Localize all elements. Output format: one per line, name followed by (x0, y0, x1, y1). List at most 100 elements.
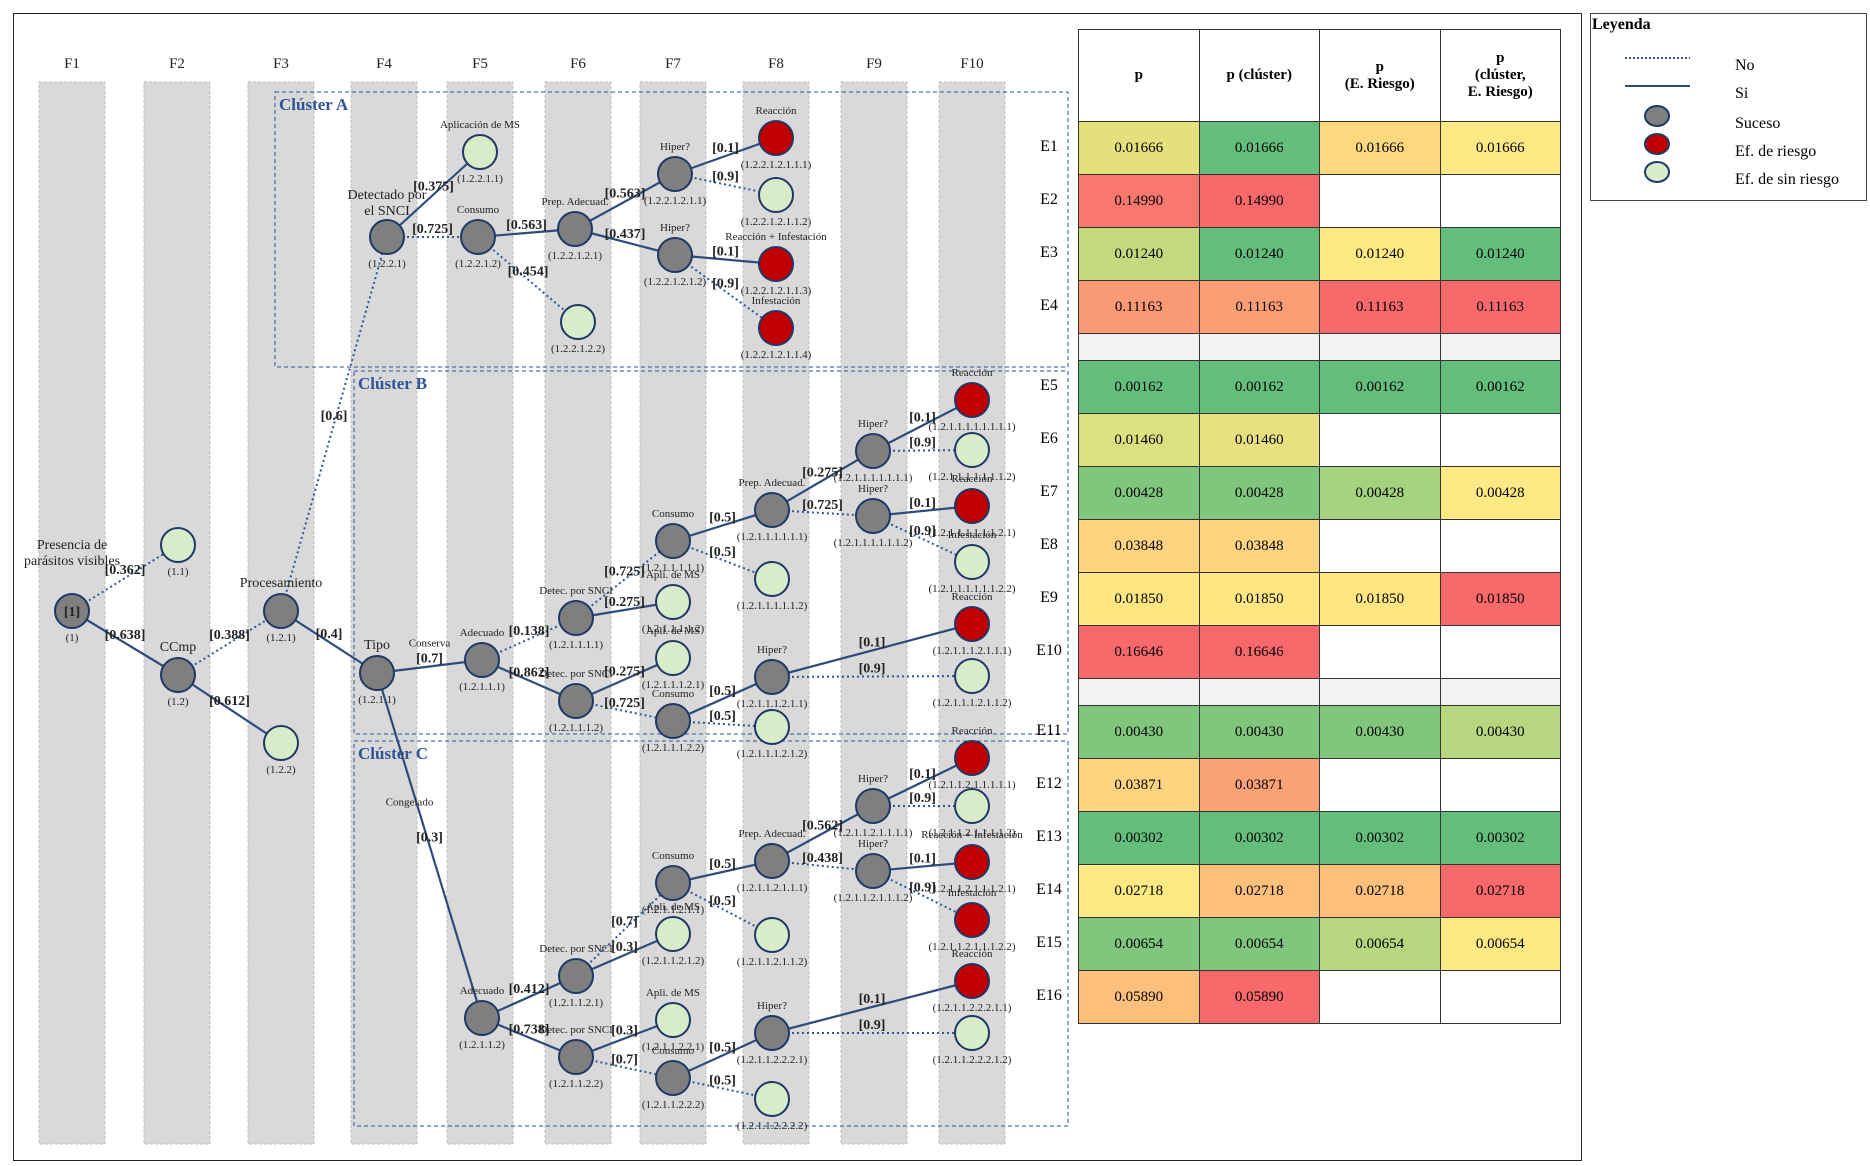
cluster-box-2 (353, 370, 1069, 735)
edge-prob-n12-n121: [0.388] (209, 628, 250, 643)
edge-prob-B4-B9: [0.5] (709, 545, 736, 560)
edge-prob-B4-B8: [0.5] (709, 511, 736, 526)
cell-e10-3 (1319, 625, 1441, 679)
node-C4 (655, 865, 691, 901)
spacer-cell (1078, 678, 1200, 706)
node-C9 (754, 917, 790, 953)
cell-e4-3: 0.11163 (1319, 280, 1441, 334)
event-label-e5: E5 (1040, 377, 1058, 394)
edge-prob-C7-C11: [0.5] (709, 1074, 736, 1089)
node-C3 (558, 1039, 594, 1075)
edge-n121-T (280, 610, 378, 674)
edge-C10-C18 (771, 979, 973, 1035)
cell-e13-1: 0.00302 (1078, 811, 1200, 865)
node-B7 (655, 703, 691, 739)
edge-C2-C4 (575, 882, 674, 977)
cell-e13-4: 0.00302 (1439, 811, 1561, 865)
cell-e7-3: 0.00428 (1319, 466, 1441, 520)
node-code-B17: (1.2.1.1.1.1.1.1.2.2) (928, 583, 1015, 595)
table-row-e15: 0.00654 0.00654 0.00654 0.00654 (1078, 917, 1561, 971)
cell-e11-2: 0.00430 (1198, 705, 1320, 759)
cell-e10-2: 0.16646 (1198, 625, 1320, 679)
edge-A3-A5 (477, 236, 579, 323)
node-code-C15: (1.2.1.1.2.1.1.1.1.2) (928, 827, 1015, 839)
node-code-A11: (1.2.2.1.2.1.1.4) (741, 349, 812, 361)
node-code-B2: (1.2.1.1.1.1) (549, 639, 603, 651)
table-row-e14: 0.02718 0.02718 0.02718 0.02718 (1078, 864, 1561, 918)
edge-prob-n121-A1: [0.6] (321, 409, 348, 424)
edge-n12-n121 (177, 610, 282, 676)
cell-e8-3 (1319, 519, 1441, 573)
node-code-B12: (1.2.1.1.1.1.1.1.1) (834, 472, 913, 484)
node-code-C8: (1.2.1.1.2.1.1.1) (737, 882, 808, 894)
event-label-e3: E3 (1040, 244, 1058, 261)
column-header-f7: F7 (665, 56, 681, 72)
event-label-e15: E15 (1036, 934, 1062, 951)
node-label-n12: CCmp (160, 640, 197, 655)
edge-prob-C12-C15: [0.9] (909, 791, 936, 806)
node-B1 (464, 642, 500, 678)
edge-prob-C2-C4: [0.7] (611, 915, 638, 930)
node-A8 (758, 120, 794, 156)
table-row-e12: 0.03871 0.03871 (1078, 758, 1561, 812)
edge-prob-C13-C17: [0.9] (909, 881, 936, 896)
cell-e3-1: 0.01240 (1078, 227, 1200, 281)
node-code-C1: (1.2.1.1.2) (459, 1039, 505, 1051)
node-label-A6: Hiper? (660, 141, 690, 153)
edge-C8-C12 (771, 805, 874, 862)
node-label-B7: Consumo (652, 688, 695, 700)
event-label-e2: E2 (1040, 191, 1058, 208)
edge-B7-B10 (672, 675, 773, 723)
node-A9 (758, 177, 794, 213)
edge-B10-B18 (771, 622, 973, 679)
edge-prob-A6-A8: [0.1] (712, 141, 739, 156)
node-C17 (954, 902, 990, 938)
node-code-B18: (1.2.1.1.1.2.1.1.1) (933, 645, 1012, 657)
edge-prob-B12-B14: [0.1] (909, 411, 936, 426)
node-A4 (557, 211, 593, 247)
cell-e15-1: 0.00654 (1078, 917, 1200, 971)
node-C16 (954, 844, 990, 880)
spacer-cell (1198, 333, 1320, 361)
cell-e12-3 (1319, 758, 1441, 812)
cell-e9-3: 0.01850 (1319, 572, 1441, 626)
column-header-f3: F3 (273, 56, 289, 72)
cell-e15-3: 0.00654 (1319, 917, 1441, 971)
table-header-4: p (clúster, E. Riesgo) (1439, 29, 1561, 122)
cell-e12-2: 0.03871 (1198, 758, 1320, 812)
node-code-C3: (1.2.1.1.2.2) (549, 1078, 603, 1090)
edge-prob-B3-B7: [0.725] (604, 696, 645, 711)
node-label-C3: Detec. por SNCI (539, 1024, 613, 1036)
cluster-label-3: Clúster C (358, 744, 428, 763)
node-code-n12: (1.2) (167, 696, 188, 708)
cell-e1-2: 0.01666 (1198, 121, 1320, 175)
node-code-C14: (1.2.1.1.2.1.1.1.1.1) (928, 779, 1015, 791)
edge-prob-B13-B16: [0.1] (909, 496, 936, 511)
edge-prob-C13-C16: [0.1] (909, 852, 936, 867)
node-B6 (655, 640, 691, 676)
cell-e4-2: 0.11163 (1198, 280, 1320, 334)
cell-e7-2: 0.00428 (1198, 466, 1320, 520)
edge-prob-C3-C7: [0.7] (611, 1053, 638, 1068)
cell-e16-3 (1319, 970, 1441, 1024)
legend-symbol-4 (1644, 161, 1670, 183)
edge-T-C1 (375, 672, 484, 1019)
cell-e6-2: 0.01460 (1198, 413, 1320, 467)
edge-prob-C10-C18: [0.1] (859, 992, 886, 1007)
node-code-A2: (1.2.2.1.1) (457, 173, 503, 185)
node-C1 (464, 1000, 500, 1036)
node-label-C17: Infestación (948, 887, 997, 899)
edge-A7-A11 (674, 254, 777, 329)
node-n11 (160, 527, 196, 563)
edge-prob-B7-B10: [0.5] (709, 684, 736, 699)
edge-prob-A7-A10: [0.1] (712, 245, 739, 260)
edge-prob-B1-B2: [0.138] (509, 624, 550, 639)
node-C14 (954, 740, 990, 776)
node-label-B16: Reacción (952, 473, 993, 485)
node-code-A1: (1.2.2.1) (368, 258, 406, 270)
edge-prob-B8-B13: [0.725] (802, 498, 843, 513)
column-band-f1 (38, 81, 106, 1145)
node-code-B14: (1.2.1.1.1.1.1.1.1.1) (928, 421, 1015, 433)
edge-prob-B10-B19: [0.9] (859, 662, 886, 677)
node-code-B6: (1.2.1.1.1.2.1) (642, 679, 705, 691)
